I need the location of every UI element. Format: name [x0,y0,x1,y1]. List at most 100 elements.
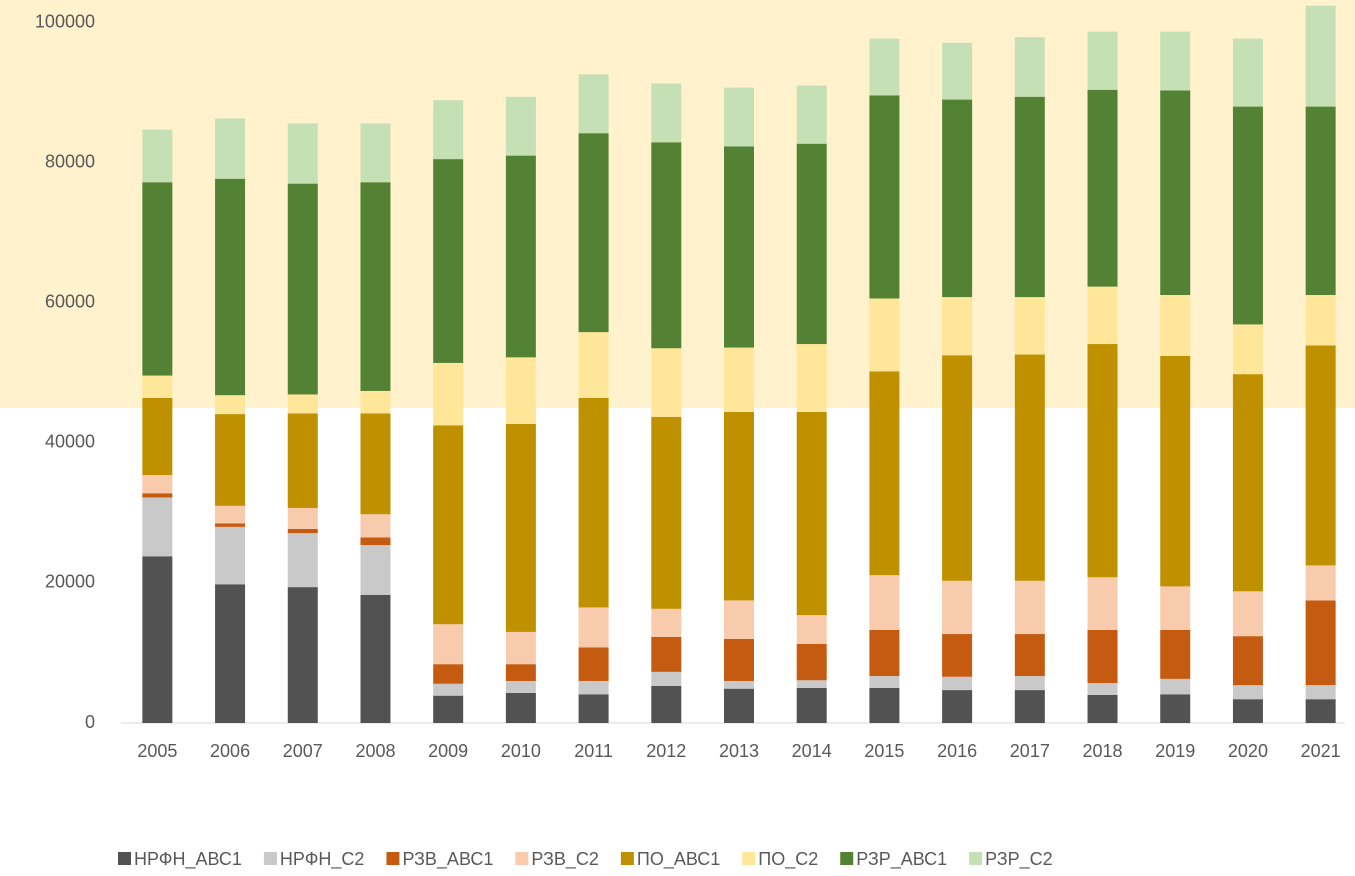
bar-segment [1305,600,1336,686]
bar-segment [1305,5,1336,107]
x-tick-label: 2017 [1010,741,1050,761]
bar-segment [1232,591,1263,637]
bar-segment [142,493,173,498]
bar-segment [1232,106,1263,325]
bar-segment [796,643,827,681]
bar-segment [360,390,391,414]
x-tick-label: 2020 [1228,741,1268,761]
bar-segment [724,638,754,681]
bar-segment [505,96,536,156]
bar-segment [360,123,391,183]
bar-segment [1232,699,1263,723]
bar-segment [578,647,609,681]
bar-segment [1087,694,1118,723]
bar-segment [796,344,827,412]
bar-segment [578,332,609,398]
bar-segment [796,615,827,644]
bar-segment [1232,38,1263,107]
bar-segment [1087,31,1118,90]
bar-segment [1160,694,1191,723]
bar-segment [1160,678,1191,695]
bar-segment [942,634,973,677]
bar-segment [869,371,900,576]
bar-segment [433,362,464,426]
legend-label: РЗВ_АВС1 [402,849,493,870]
x-tick-label: 2010 [501,741,541,761]
bar-segment [724,411,754,601]
bar-segment [360,413,391,515]
x-tick-label: 2016 [937,741,977,761]
bar-segment [433,159,464,363]
bar-segment [1014,37,1045,97]
bar-segment [1305,565,1336,601]
bar-segment [433,664,464,684]
bar-segment [215,414,246,506]
bar-segment [215,395,246,415]
bar-segment [1232,324,1263,375]
y-tick-label: 0 [85,712,95,732]
bar-segment [1232,685,1263,700]
bar-segment [142,182,173,376]
legend-label: РЗР_АВС1 [856,849,947,870]
bar-segment [287,528,318,534]
bar-segment [1160,90,1191,296]
bar-segment [1014,96,1045,298]
bar-segment [796,411,827,616]
legend-swatch [742,852,756,865]
legend-swatch [620,852,634,865]
bar-segment [505,680,536,693]
bar-segment [287,507,318,529]
bar-segment [1160,629,1191,679]
legend-label: ПО_АВС1 [637,849,720,870]
bar-segment [942,99,973,298]
legend-swatch [515,852,529,865]
x-tick-label: 2008 [355,741,395,761]
bar-segment [869,575,900,630]
legend-swatch [118,852,131,865]
bar-segment [433,624,464,665]
bar-segment [360,514,391,538]
legend-swatch [840,852,854,865]
bar-segment [651,83,682,143]
x-tick-label: 2012 [646,741,686,761]
bar-segment [433,100,464,160]
bar-segment [1232,374,1263,592]
bar-segment [1160,295,1191,356]
bar-segment [360,537,391,546]
bar-segment [869,298,900,372]
x-tick-label: 2013 [719,741,759,761]
bar-segment [651,685,682,723]
bar-segment [651,671,682,686]
bar-segment [215,118,246,179]
bar-segment [1014,354,1045,581]
x-tick-label: 2021 [1301,741,1341,761]
bar-segment [505,357,536,424]
bar-segment [142,497,173,557]
bar-segment [1160,586,1191,630]
bar-segment [942,42,973,100]
bar-segment [433,695,464,723]
bar-segment [142,556,173,723]
bar-segment [724,680,754,689]
bar-segment [578,133,609,333]
bar-segment [724,688,754,723]
bar-segment [651,348,682,417]
bar-segment [505,664,536,681]
x-tick-label: 2006 [210,741,250,761]
bar-segment [360,182,391,391]
bar-segment [1232,636,1263,686]
bar-segment [505,155,536,358]
bar-segment [724,347,754,412]
bar-segment [942,690,973,723]
bar-segment [1087,577,1118,630]
bar-segment [942,676,973,691]
x-tick-label: 2009 [428,741,468,761]
bar-segment [142,129,173,183]
x-tick-label: 2007 [283,741,323,761]
bar-segment [433,425,464,625]
bar-segment [1014,580,1045,635]
bar-segment [360,594,391,723]
bar-segment [1014,297,1045,355]
bar-segment [869,687,900,723]
bar-segment [215,526,246,585]
